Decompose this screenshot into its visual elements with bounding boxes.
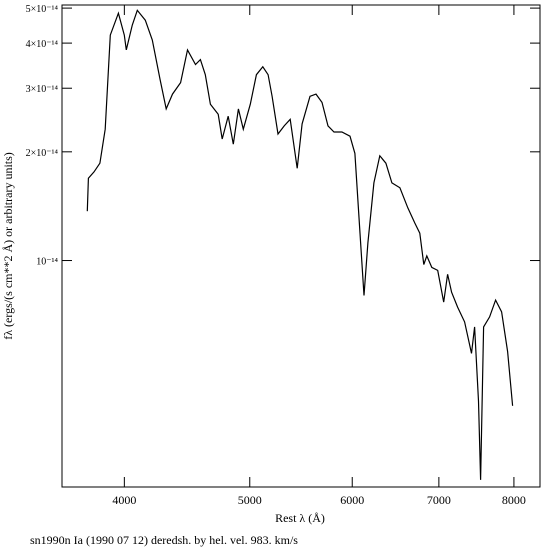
chart-title: sn1990n Ia (1990 07 12) deredsh. by hel.… — [30, 533, 298, 547]
x-tick-label: 8000 — [502, 493, 526, 507]
y-tick-label: 4×10⁻¹⁴ — [26, 39, 59, 50]
x-tick-label: 4000 — [112, 493, 136, 507]
plot-frame — [61, 4, 541, 488]
x-tick-label: 5000 — [238, 493, 262, 507]
x-tick-label: 6000 — [340, 493, 364, 507]
x-tick-label: 7000 — [427, 493, 451, 507]
y-axis-label: fλ (ergs/(s cm**2 Å) or arbitrary units) — [1, 152, 15, 340]
y-tick-label: 10⁻¹⁴ — [36, 257, 58, 268]
y-tick-label: 2×10⁻¹⁴ — [26, 148, 59, 159]
x-axis-label: Rest λ (Å) — [275, 511, 325, 525]
y-tick-label: 3×10⁻¹⁴ — [26, 84, 59, 95]
spectrum-line — [86, 9, 514, 480]
y-tick-label: 5×10⁻¹⁴ — [26, 4, 59, 15]
